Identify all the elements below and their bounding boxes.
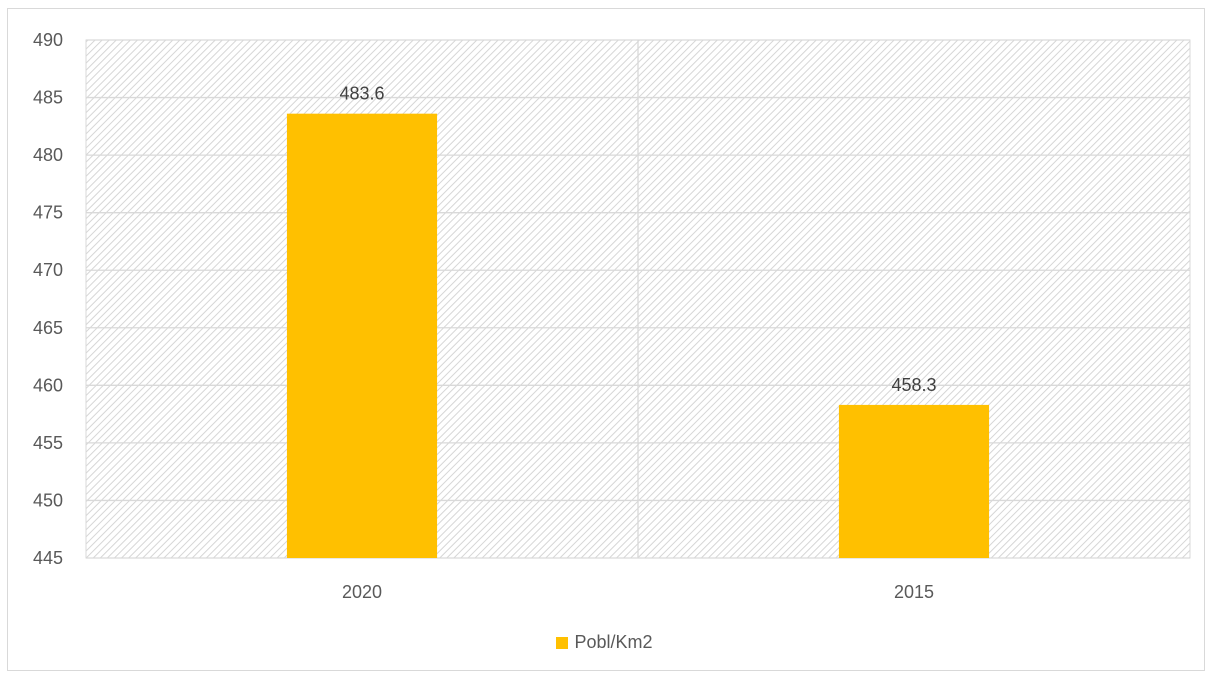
legend: Pobl/Km2 (0, 632, 1209, 653)
x-tick-label-2015: 2015 (894, 582, 934, 602)
bar-2020 (286, 113, 438, 558)
y-tick-label: 445 (33, 548, 63, 568)
y-tick-label: 470 (33, 260, 63, 280)
y-axis: 445 450 455 460 465 470 475 480 485 490 (33, 30, 63, 568)
gridlines (86, 39, 1190, 559)
data-label-2015: 458.3 (891, 375, 936, 395)
x-tick-label-2020: 2020 (342, 582, 382, 602)
bar-2015 (838, 404, 990, 558)
y-tick-label: 450 (33, 490, 63, 510)
y-tick-label: 485 (33, 88, 63, 108)
data-labels: 483.6 458.3 (339, 84, 936, 395)
legend-swatch (556, 636, 569, 649)
y-tick-label: 480 (33, 145, 63, 165)
data-label-2020: 483.6 (339, 84, 384, 104)
legend-label: Pobl/Km2 (574, 632, 653, 652)
y-tick-label: 455 (33, 433, 63, 453)
y-tick-label: 465 (33, 318, 63, 338)
y-tick-label: 475 (33, 203, 63, 223)
bars (286, 113, 990, 558)
y-tick-label: 490 (33, 30, 63, 50)
y-tick-label: 460 (33, 375, 63, 395)
x-axis: 2020 2015 (342, 582, 934, 602)
